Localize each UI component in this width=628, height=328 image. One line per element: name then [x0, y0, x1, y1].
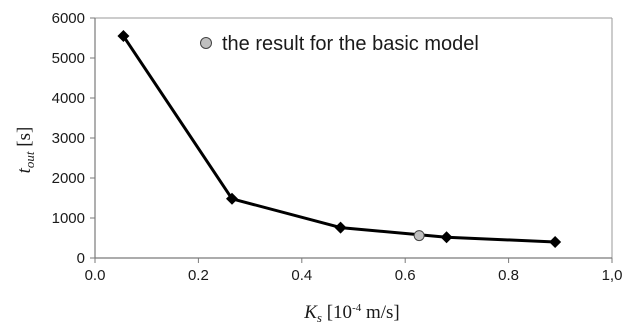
series-line — [122, 35, 556, 244]
data-point — [549, 236, 562, 248]
data-point — [440, 231, 453, 244]
legend-label: the result for the basic model — [222, 33, 479, 55]
y-axis-label-subscript: out — [22, 151, 37, 168]
x-ticks: 0.0 0.2 0.4 0.6 0.8 1,0 — [85, 258, 623, 284]
y-tick-label: 1000 — [52, 210, 85, 227]
legend: the result for the basic model — [200, 33, 479, 55]
x-axis-label-prefix: [10 — [322, 302, 352, 323]
y-tick-label: 3000 — [52, 130, 85, 147]
y-tick-label: 0 — [77, 250, 85, 267]
y-axis-label-unit: [s] — [14, 127, 35, 152]
x-axis-label-exponent: -4 — [352, 302, 362, 314]
x-tick-label: 0.0 — [85, 267, 106, 284]
x-tick-label: 0.2 — [188, 267, 209, 284]
y-axis-label-symbol: t — [14, 167, 35, 173]
x-axis-label-symbol: K — [303, 302, 318, 323]
x-axis-label: Ks [10-4 m/s] — [303, 302, 400, 325]
x-axis-label-unit: m/s] — [361, 302, 400, 323]
x-tick-label: 0.4 — [291, 267, 312, 284]
data-point — [117, 30, 130, 42]
y-axis-label: tout [s] — [14, 127, 37, 174]
data-point — [226, 192, 239, 205]
y-tick-label: 5000 — [52, 50, 85, 67]
x-tick-label: 1,0 — [602, 267, 623, 284]
legend-marker — [200, 37, 212, 49]
series-markers — [117, 30, 562, 248]
x-axis-label-subscript: s — [317, 310, 322, 325]
y-tick-label: 6000 — [52, 10, 85, 27]
highlight-point — [413, 230, 425, 242]
data-point — [334, 221, 347, 234]
y-tick-label: 4000 — [52, 90, 85, 107]
y-tick-label: 2000 — [52, 170, 85, 187]
x-tick-label: 0.8 — [498, 267, 519, 284]
x-tick-label: 0.6 — [395, 267, 416, 284]
y-ticks: 0 1000 2000 3000 4000 5000 6000 — [52, 10, 95, 267]
